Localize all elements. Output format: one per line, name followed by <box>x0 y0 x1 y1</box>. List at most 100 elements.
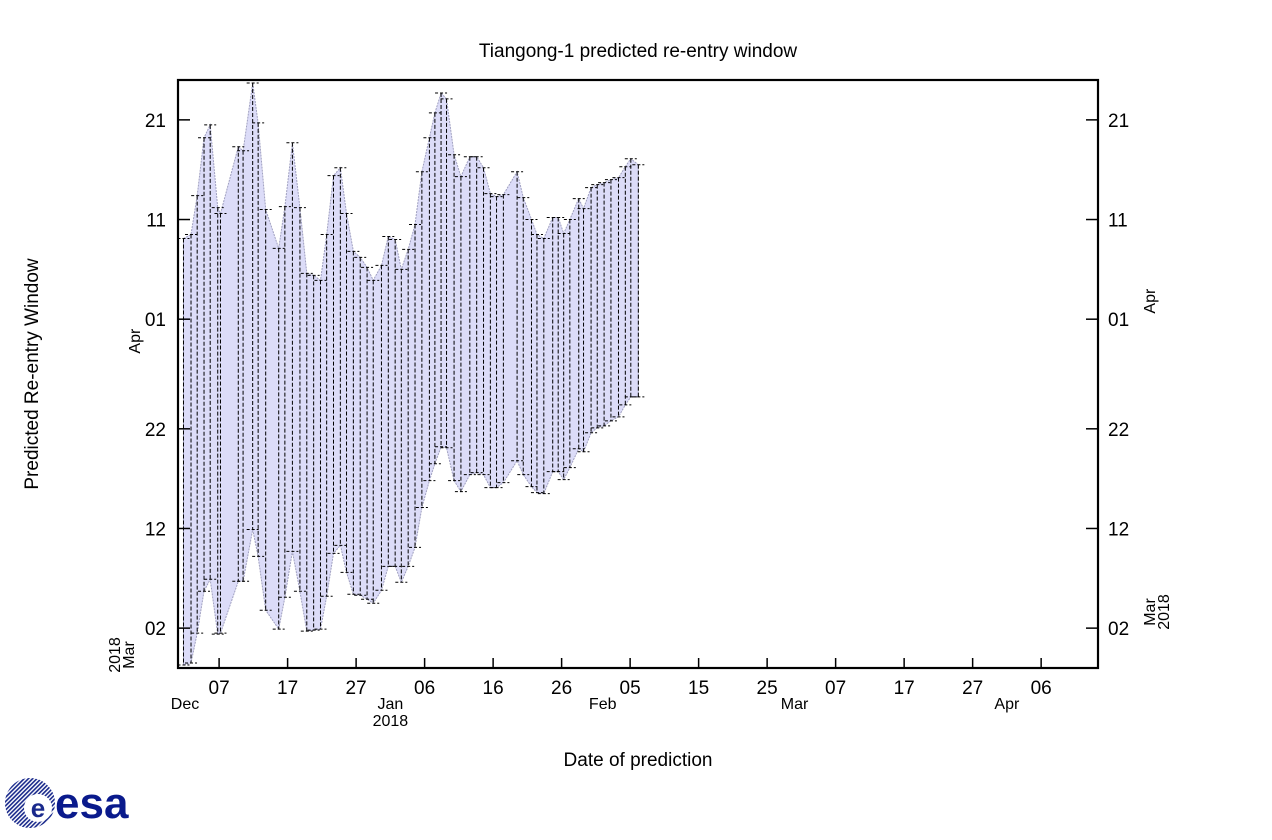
y-tick-label-left: 02 <box>145 619 166 640</box>
error-bar <box>619 166 632 406</box>
error-bar <box>409 224 422 548</box>
y-month-label-right: Mar <box>1142 598 1159 626</box>
error-bar <box>470 156 483 474</box>
chart-title: Tiangong-1 predicted re-entry window <box>479 41 798 62</box>
error-bar <box>307 274 320 631</box>
error-bar <box>185 233 198 664</box>
esa-logo-text: esa <box>55 779 129 828</box>
error-bar <box>591 184 604 429</box>
x-tick-label: 05 <box>620 678 641 699</box>
error-bar <box>252 122 265 557</box>
window-area <box>183 82 639 666</box>
error-bar <box>448 154 461 482</box>
error-bar <box>511 171 524 462</box>
error-bar <box>435 92 448 448</box>
error-bar <box>612 177 625 418</box>
error-bar <box>354 256 367 596</box>
error-bar <box>278 206 291 598</box>
x-year-label: 2018 <box>373 713 409 730</box>
error-bar <box>191 195 204 634</box>
error-bar <box>395 268 408 583</box>
x-axis-label: Date of prediction <box>564 750 713 771</box>
error-bar <box>604 179 617 422</box>
x-tick-label: 27 <box>962 678 983 699</box>
error-bar <box>259 209 272 611</box>
y-year-label-right: 2018 <box>1156 594 1173 630</box>
error-bar <box>340 213 353 573</box>
y-tick-label-right: 21 <box>1108 111 1129 132</box>
y-tick-label-right: 11 <box>1108 211 1128 232</box>
error-bar <box>327 175 340 554</box>
error-bar <box>211 207 224 635</box>
error-bar <box>204 124 217 580</box>
y-tick-label-right: 22 <box>1108 420 1129 441</box>
x-month-label: Apr <box>994 696 1020 713</box>
error-bar <box>585 187 598 434</box>
error-bar <box>537 237 550 495</box>
error-bar <box>454 176 467 493</box>
y-tick-label-left: 21 <box>145 111 166 132</box>
x-tick-label: 25 <box>757 678 778 699</box>
error-bar <box>293 207 306 592</box>
x-tick-label: 06 <box>414 678 435 699</box>
plot-area <box>177 82 645 666</box>
error-bar <box>214 213 227 634</box>
plot-frame <box>176 78 1100 670</box>
y-axis-label: Predicted Re-entry Window <box>22 258 43 490</box>
error-bar <box>632 164 645 398</box>
y-month-label-left: Mar <box>121 641 138 669</box>
error-bar <box>463 156 476 476</box>
error-bar <box>347 250 360 595</box>
error-bar <box>477 167 490 476</box>
error-bar <box>423 137 436 482</box>
svg-text:e: e <box>31 793 45 823</box>
error-bar <box>286 142 299 552</box>
error-bar <box>389 238 402 567</box>
y-tick-label-right: 02 <box>1108 619 1129 640</box>
error-bar <box>314 279 327 630</box>
error-bar <box>237 150 250 582</box>
x-tick-label: 06 <box>1031 678 1052 699</box>
error-bar <box>557 232 570 481</box>
x-tick-label: 15 <box>688 678 709 699</box>
error-bar <box>375 264 388 591</box>
y-tick-label-left: 01 <box>145 310 166 331</box>
x-tick-label: 26 <box>551 678 572 699</box>
error-bar <box>552 217 565 473</box>
y-tick-label-left: 22 <box>145 420 166 441</box>
error-bar <box>525 219 538 488</box>
error-bar <box>320 233 333 597</box>
x-tick-label: 16 <box>483 678 504 699</box>
error-bar <box>598 182 611 427</box>
error-bar <box>300 272 313 632</box>
error-bar <box>402 248 415 567</box>
esa-logo: e esa <box>5 778 129 828</box>
error-bar <box>177 237 190 666</box>
y-tick-label-right: 01 <box>1108 310 1129 331</box>
x-tick-label: 07 <box>825 678 846 699</box>
y-month-label-left: Apr <box>127 328 144 354</box>
error-bar <box>497 194 510 484</box>
error-bar <box>490 196 503 489</box>
error-bar <box>484 193 497 489</box>
y-month-label-right: Apr <box>1142 288 1159 314</box>
y-tick-label-left: 11 <box>146 211 166 232</box>
error-bar <box>440 98 453 449</box>
y-tick-label-right: 12 <box>1108 519 1129 540</box>
y-year-label-left: 2018 <box>107 637 124 673</box>
x-tick-label: 27 <box>346 678 367 699</box>
error-bar <box>415 171 428 509</box>
error-bar <box>246 82 259 530</box>
error-bar <box>272 247 285 630</box>
x-tick-label: 17 <box>894 678 915 699</box>
error-bar <box>198 137 211 592</box>
x-tick-label: 17 <box>277 678 298 699</box>
x-month-label: Dec <box>171 696 199 713</box>
error-bar <box>334 167 347 546</box>
x-month-label: Feb <box>589 696 617 713</box>
error-bar <box>367 279 380 604</box>
error-bar <box>428 112 441 465</box>
y-tick-label-left: 12 <box>145 519 166 540</box>
